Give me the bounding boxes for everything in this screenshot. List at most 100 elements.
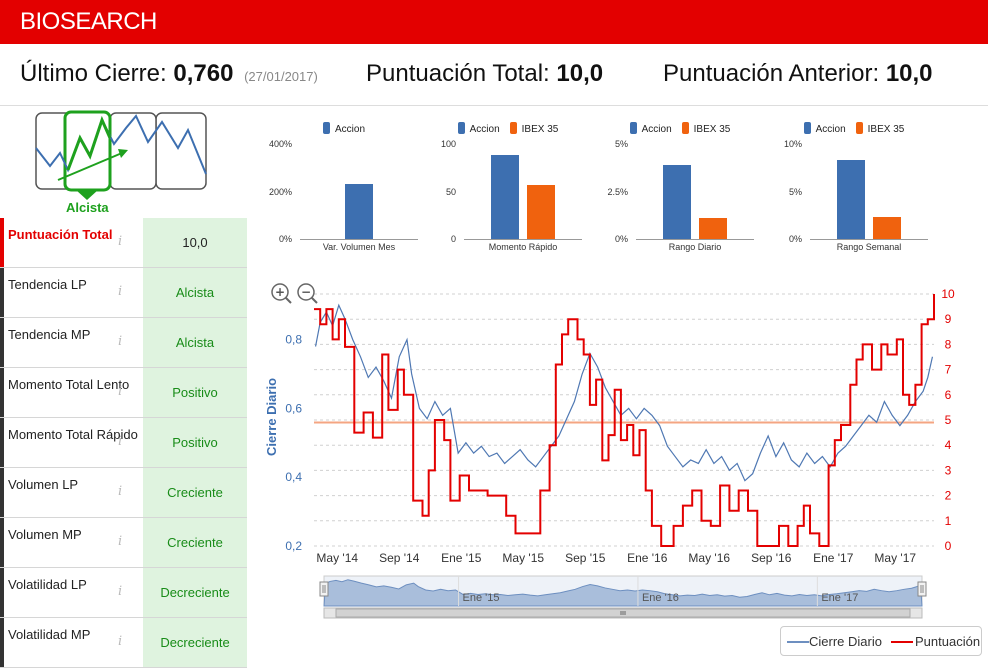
category-label: Rango Diario (668, 242, 722, 252)
y-left-tick-label: 0,2 (285, 539, 302, 553)
previous-score: Puntuación Anterior: 10,0 (663, 60, 933, 88)
indicator-name: Tendencia LP (0, 268, 143, 317)
indicator-row: Volatilidad LP i Decreciente (0, 568, 247, 618)
info-icon[interactable]: i (118, 384, 123, 399)
legend-label[interactable]: Accion (815, 124, 846, 135)
y-tick-label: 5% (614, 139, 628, 149)
legend-label[interactable]: Accion (469, 124, 500, 135)
mini-bar (873, 217, 901, 239)
mini-bar (527, 184, 555, 239)
legend-label[interactable]: Accion (334, 124, 365, 135)
x-axis (636, 239, 754, 240)
info-icon[interactable]: i (118, 284, 123, 299)
total-score-value: 10,0 (556, 60, 604, 87)
y-tick-label: 100 (440, 139, 456, 149)
zoom-in-icon[interactable]: + (271, 283, 292, 304)
y-tick-label: 10% (783, 139, 802, 149)
legend-label[interactable]: IBEX 35 (521, 124, 559, 135)
y-right-tick-label: 10 (941, 287, 955, 301)
y-right-tick-label: 1 (945, 514, 952, 528)
info-icon[interactable]: i (118, 334, 123, 349)
indicator-row: Volumen LP i Creciente (0, 468, 247, 518)
indicator-name: Puntuación Total (0, 218, 143, 267)
svg-text:−: − (301, 285, 311, 299)
legend-swatch (855, 122, 863, 134)
indicator-name: Volumen LP (0, 468, 143, 517)
app-title: BIOSEARCH (20, 8, 157, 35)
navigator-left-handle[interactable] (319, 581, 329, 597)
info-icon[interactable]: i (118, 534, 123, 549)
mini-bar (491, 155, 519, 239)
x-tick-label: May '17 (874, 551, 916, 565)
y-tick-label: 0% (788, 234, 802, 244)
indicator-name: Momento Total Rápido (0, 418, 143, 467)
indicator-value: Creciente (143, 468, 247, 517)
mini-chart: Accion 400% 200% 0% Var. Volumen Mes (250, 118, 428, 258)
legend-swatch (509, 122, 517, 134)
y-tick-label: 5% (788, 186, 802, 197)
info-icon[interactable]: i (118, 434, 123, 449)
y-tick-label: 0% (614, 234, 628, 244)
indicator-value: Alcista (143, 318, 247, 367)
mini-bar (837, 160, 865, 239)
legend-swatch (629, 122, 637, 134)
y-left-axis-title: Cierre Diario (264, 378, 279, 456)
app-header: BIOSEARCH (0, 0, 988, 44)
mini-chart: Accion IBEX 35 5% 2.5% 0% Rango Diario (586, 118, 764, 258)
x-axis (810, 239, 928, 240)
legend-label[interactable]: IBEX 35 (693, 124, 731, 135)
x-tick-label: Ene '16 (627, 551, 668, 565)
indicator-row: Momento Total Lento i Positivo (0, 368, 247, 418)
legend-label[interactable]: Accion (641, 124, 672, 135)
legend-score-label[interactable]: Puntuación (915, 634, 981, 649)
x-tick-label: May '14 (316, 551, 358, 565)
chart-legend: Cierre Diario Puntuación (780, 626, 982, 656)
legend-swatch (322, 122, 330, 134)
mini-bar (699, 218, 727, 239)
y-right-tick-label: 2 (945, 489, 952, 503)
y-tick-label: 50 (445, 186, 456, 197)
indicator-name: Volumen MP (0, 518, 143, 567)
indicator-value: Alcista (143, 268, 247, 317)
info-icon[interactable]: i (118, 634, 123, 649)
info-icon[interactable]: i (118, 484, 123, 499)
legend-label[interactable]: IBEX 35 (867, 124, 905, 135)
y-tick-label: 2.5% (607, 186, 628, 197)
navigator-scrollbar[interactable] (323, 607, 923, 619)
y-tick-label: 0 (450, 234, 456, 244)
mini-legend: Accion (250, 122, 428, 135)
x-axis (464, 239, 582, 240)
legend-close-swatch (787, 641, 809, 643)
mini-legend: Accion IBEX 35 (586, 122, 764, 135)
y-left-tick-label: 0,4 (285, 470, 302, 484)
y-right-tick-label: 9 (945, 312, 952, 326)
navigator-right-handle[interactable] (917, 581, 927, 597)
info-icon[interactable]: i (118, 584, 123, 599)
previous-score-value: 10,0 (885, 60, 933, 87)
last-close-value: 0,760 (173, 60, 234, 87)
indicator-value: Creciente (143, 518, 247, 567)
y-right-tick-label: 6 (945, 388, 952, 402)
x-tick-label: May '15 (502, 551, 544, 565)
y-left-tick-label: 0,6 (285, 401, 302, 415)
y-left-tick-label: 0,8 (285, 333, 302, 347)
total-score-label: Puntuación Total: (366, 60, 550, 87)
zoom-out-icon[interactable]: − (297, 283, 318, 304)
last-close-label: Último Cierre: (20, 60, 167, 87)
indicator-name: Volatilidad MP (0, 618, 143, 667)
indicator-value: Positivo (143, 418, 247, 467)
x-tick-label: Ene '15 (441, 551, 482, 565)
x-tick-label: Ene '17 (813, 551, 854, 565)
indicator-value: Decreciente (143, 618, 247, 667)
y-right-tick-label: 4 (945, 438, 952, 452)
previous-score-label: Puntuación Anterior: (663, 60, 880, 87)
indicator-value: 10,0 (143, 218, 247, 267)
mini-legend: Accion IBEX 35 (760, 122, 938, 135)
navigator-tick-label: Ene '17 (821, 592, 858, 604)
y-right-tick-label: 3 (945, 463, 952, 477)
last-close-date: (27/01/2017) (244, 69, 318, 84)
indicator-value: Decreciente (143, 568, 247, 617)
legend-close-label[interactable]: Cierre Diario (809, 634, 882, 649)
info-icon[interactable]: i (118, 234, 123, 249)
